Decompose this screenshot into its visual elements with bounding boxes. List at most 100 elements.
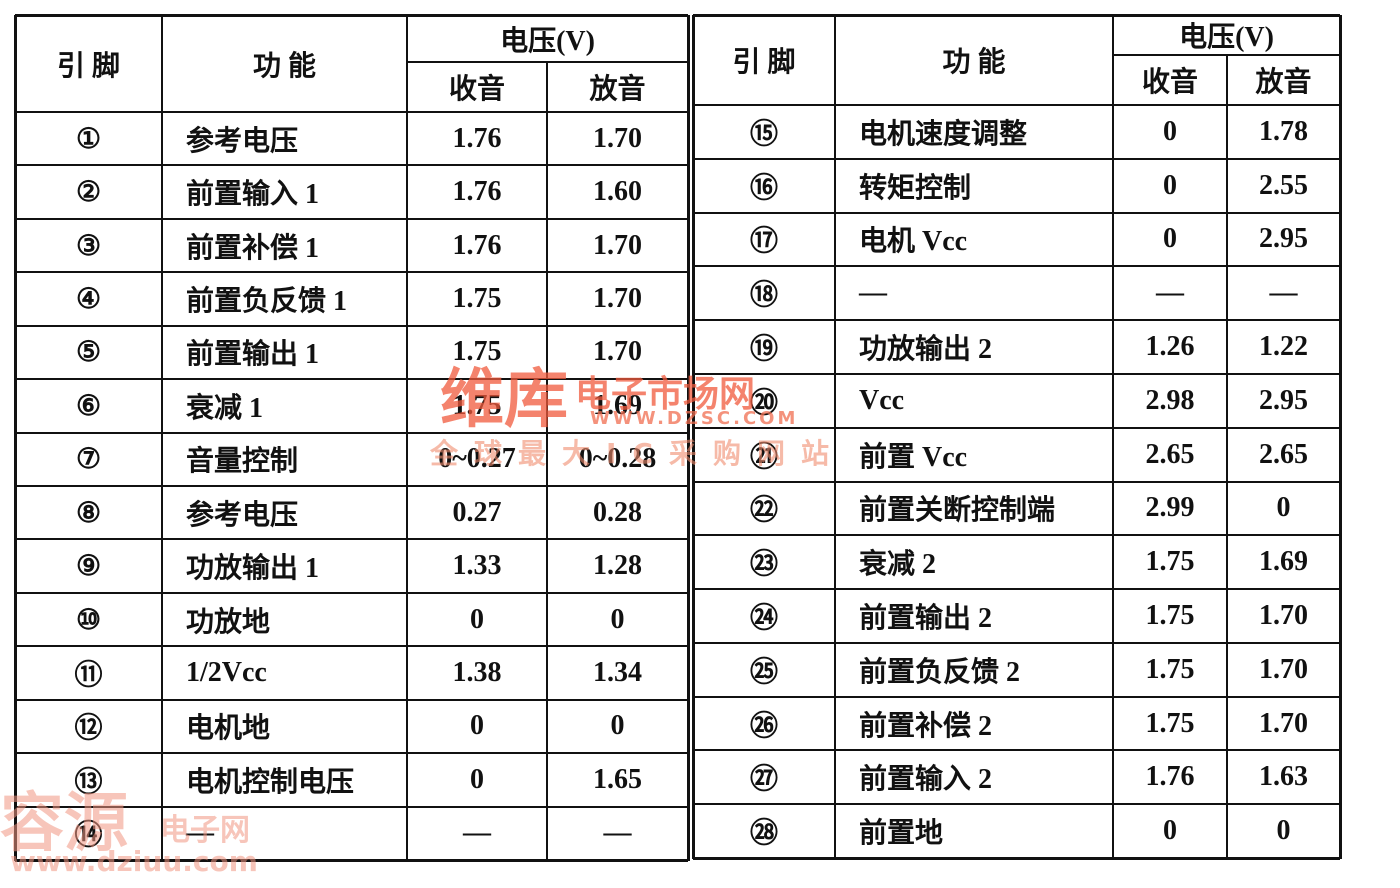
voltage-cell: 2.95 bbox=[1259, 223, 1308, 255]
voltage-cell: 0 bbox=[1163, 169, 1177, 201]
function-cell: 功放地 bbox=[186, 606, 271, 638]
voltage-cell: 0 bbox=[1163, 815, 1177, 847]
row-border bbox=[15, 538, 688, 541]
row-border bbox=[15, 378, 688, 381]
table-border bbox=[693, 857, 1340, 860]
function-cell: 电机控制电压 bbox=[186, 766, 355, 798]
voltage-cell: 1.26 bbox=[1145, 331, 1195, 363]
pin-cell: ㉖ bbox=[749, 710, 778, 742]
voltage-cell: 1.22 bbox=[1259, 331, 1308, 363]
pin-cell: ⑲ bbox=[749, 334, 778, 366]
voltage-cell: 1.76 bbox=[1145, 761, 1195, 793]
header-cell: 放音 bbox=[589, 74, 646, 105]
row-border bbox=[693, 480, 1340, 483]
voltage-cell: 1.76 bbox=[452, 122, 502, 154]
header-border bbox=[1113, 54, 1340, 56]
row-border bbox=[693, 641, 1340, 644]
voltage-cell: 1.34 bbox=[593, 656, 642, 688]
column-border bbox=[834, 15, 836, 859]
pin-cell: ㉘ bbox=[749, 818, 778, 850]
header-cell: 收音 bbox=[448, 74, 505, 105]
function-cell: 功放输出 1 bbox=[186, 553, 320, 585]
pin-cell: ㉗ bbox=[749, 764, 778, 796]
voltage-cell: 1.70 bbox=[593, 229, 642, 261]
voltage-cell: 1.28 bbox=[593, 550, 642, 582]
column-border bbox=[1112, 15, 1114, 859]
voltage-cell: 1.78 bbox=[1259, 115, 1308, 147]
function-cell: 前置负反馈 1 bbox=[186, 285, 348, 317]
header-cell: 收音 bbox=[1141, 67, 1198, 98]
voltage-cell: — bbox=[1269, 277, 1298, 309]
column-border bbox=[687, 15, 690, 861]
voltage-cell: 1.70 bbox=[1259, 653, 1308, 685]
function-cell: 前置输出 1 bbox=[186, 339, 320, 371]
voltage-cell: 1.70 bbox=[1259, 599, 1308, 631]
function-cell: 电机速度调整 bbox=[859, 118, 1028, 150]
function-cell: 转矩控制 bbox=[859, 172, 972, 204]
function-cell: 衰减 1 bbox=[186, 392, 264, 424]
row-border bbox=[693, 372, 1340, 375]
row-border bbox=[15, 752, 688, 755]
header-cell: 功 能 bbox=[252, 50, 316, 82]
row-border bbox=[15, 805, 688, 808]
voltage-cell: 1.76 bbox=[452, 176, 502, 208]
voltage-cell: 2.65 bbox=[1145, 438, 1195, 470]
function-cell: 前置负反馈 2 bbox=[859, 656, 1021, 688]
row-border bbox=[15, 164, 688, 167]
row-border bbox=[15, 698, 688, 701]
row-border bbox=[15, 111, 688, 113]
pin-cell: ⑥ bbox=[75, 390, 102, 422]
row-border bbox=[15, 431, 688, 434]
voltage-cell: 1.60 bbox=[593, 176, 642, 208]
voltage-cell: 0 bbox=[610, 710, 625, 742]
row-border bbox=[693, 319, 1340, 322]
voltage-cell: 1.70 bbox=[593, 122, 642, 154]
function-cell: 前置输出 2 bbox=[859, 602, 993, 634]
function-cell: — bbox=[859, 277, 887, 309]
table-border bbox=[15, 14, 688, 17]
row-border bbox=[693, 104, 1340, 106]
row-border bbox=[693, 803, 1340, 806]
function-cell: 电机地 bbox=[186, 713, 271, 745]
function-cell: 音量控制 bbox=[186, 446, 299, 478]
function-cell: 前置 Vcc bbox=[859, 441, 968, 473]
pin-cell: ⑦ bbox=[75, 444, 102, 476]
voltage-cell: 0 bbox=[1276, 492, 1291, 524]
voltage-cell: 1.76 bbox=[452, 229, 502, 261]
function-cell: 前置输入 1 bbox=[186, 179, 320, 211]
row-border bbox=[693, 534, 1340, 537]
voltage-cell: 1.70 bbox=[593, 336, 642, 368]
row-border bbox=[15, 591, 688, 594]
pin-cell: ㉒ bbox=[749, 495, 778, 527]
function-cell: 前置输入 2 bbox=[859, 764, 993, 796]
voltage-cell: — bbox=[603, 817, 632, 849]
header-cell: 引 脚 bbox=[56, 50, 120, 82]
function-cell: Vcc bbox=[859, 384, 905, 416]
pin-cell: ⑮ bbox=[749, 118, 778, 150]
row-border bbox=[693, 157, 1340, 160]
voltage-cell: 0 bbox=[470, 763, 484, 795]
pin-cell: ⑯ bbox=[749, 172, 778, 204]
column-border bbox=[406, 15, 408, 861]
function-cell: — bbox=[186, 817, 214, 849]
table-border bbox=[15, 859, 688, 862]
header-cell: 电压(V) bbox=[500, 25, 595, 57]
function-cell: 功放输出 2 bbox=[859, 334, 993, 366]
voltage-cell: 2.55 bbox=[1259, 169, 1308, 201]
voltage-cell: 2.95 bbox=[1259, 384, 1308, 416]
pin-cell: ⑩ bbox=[75, 604, 102, 636]
voltage-cell: 1.75 bbox=[1145, 707, 1195, 739]
column-border bbox=[161, 15, 163, 861]
voltage-cell: — bbox=[463, 817, 491, 849]
row-border bbox=[693, 426, 1340, 429]
voltage-cell: 1.70 bbox=[1259, 707, 1308, 739]
voltage-cell: 0 bbox=[1276, 815, 1291, 847]
voltage-cell: 1.69 bbox=[1259, 546, 1308, 578]
voltage-cell: 1.69 bbox=[593, 389, 642, 421]
row-border bbox=[15, 217, 688, 220]
voltage-cell: 0.27 bbox=[452, 496, 502, 528]
function-cell: 电机 Vcc bbox=[859, 226, 968, 258]
voltage-cell: 1.75 bbox=[1145, 546, 1195, 578]
pin-cell: ⑰ bbox=[749, 226, 778, 258]
